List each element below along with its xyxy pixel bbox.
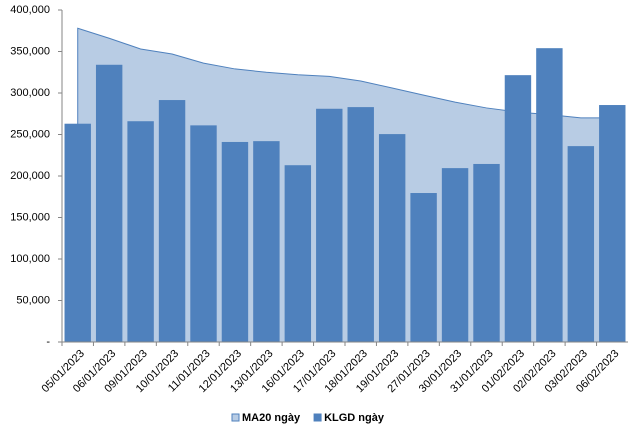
legend-label: MA20 ngày (242, 412, 301, 424)
bar (284, 165, 312, 342)
bar (567, 146, 595, 342)
bar (410, 193, 437, 342)
bar (441, 168, 469, 342)
y-tick-label: 50,000 (16, 294, 50, 306)
y-tick-label: 400,000 (10, 4, 50, 16)
bar (347, 107, 374, 342)
y-tick-label: 300,000 (10, 87, 50, 99)
bar (127, 121, 154, 342)
y-tick-label: - (46, 336, 50, 348)
bar (473, 163, 500, 342)
bar (158, 100, 186, 343)
ma20-area (77, 27, 613, 343)
bar (599, 105, 626, 342)
y-tick-label: 250,000 (10, 128, 50, 140)
legend: MA20 ngày KLGD ngày (231, 412, 385, 424)
bar (253, 141, 280, 342)
y-tick-label: 350,000 (10, 45, 50, 57)
bar (190, 125, 217, 343)
bar (378, 134, 406, 342)
y-tick-label: 100,000 (10, 253, 50, 265)
y-tick-label: 200,000 (10, 170, 50, 182)
bar (536, 48, 563, 343)
legend-label: KLGD ngày (324, 412, 385, 424)
bar (221, 141, 249, 342)
legend-swatch (231, 413, 240, 422)
y-tick-label: 150,000 (10, 211, 50, 223)
bar (95, 64, 123, 342)
bar (316, 108, 343, 343)
bar (64, 123, 91, 343)
legend-swatch (313, 413, 322, 422)
bar (504, 75, 532, 342)
